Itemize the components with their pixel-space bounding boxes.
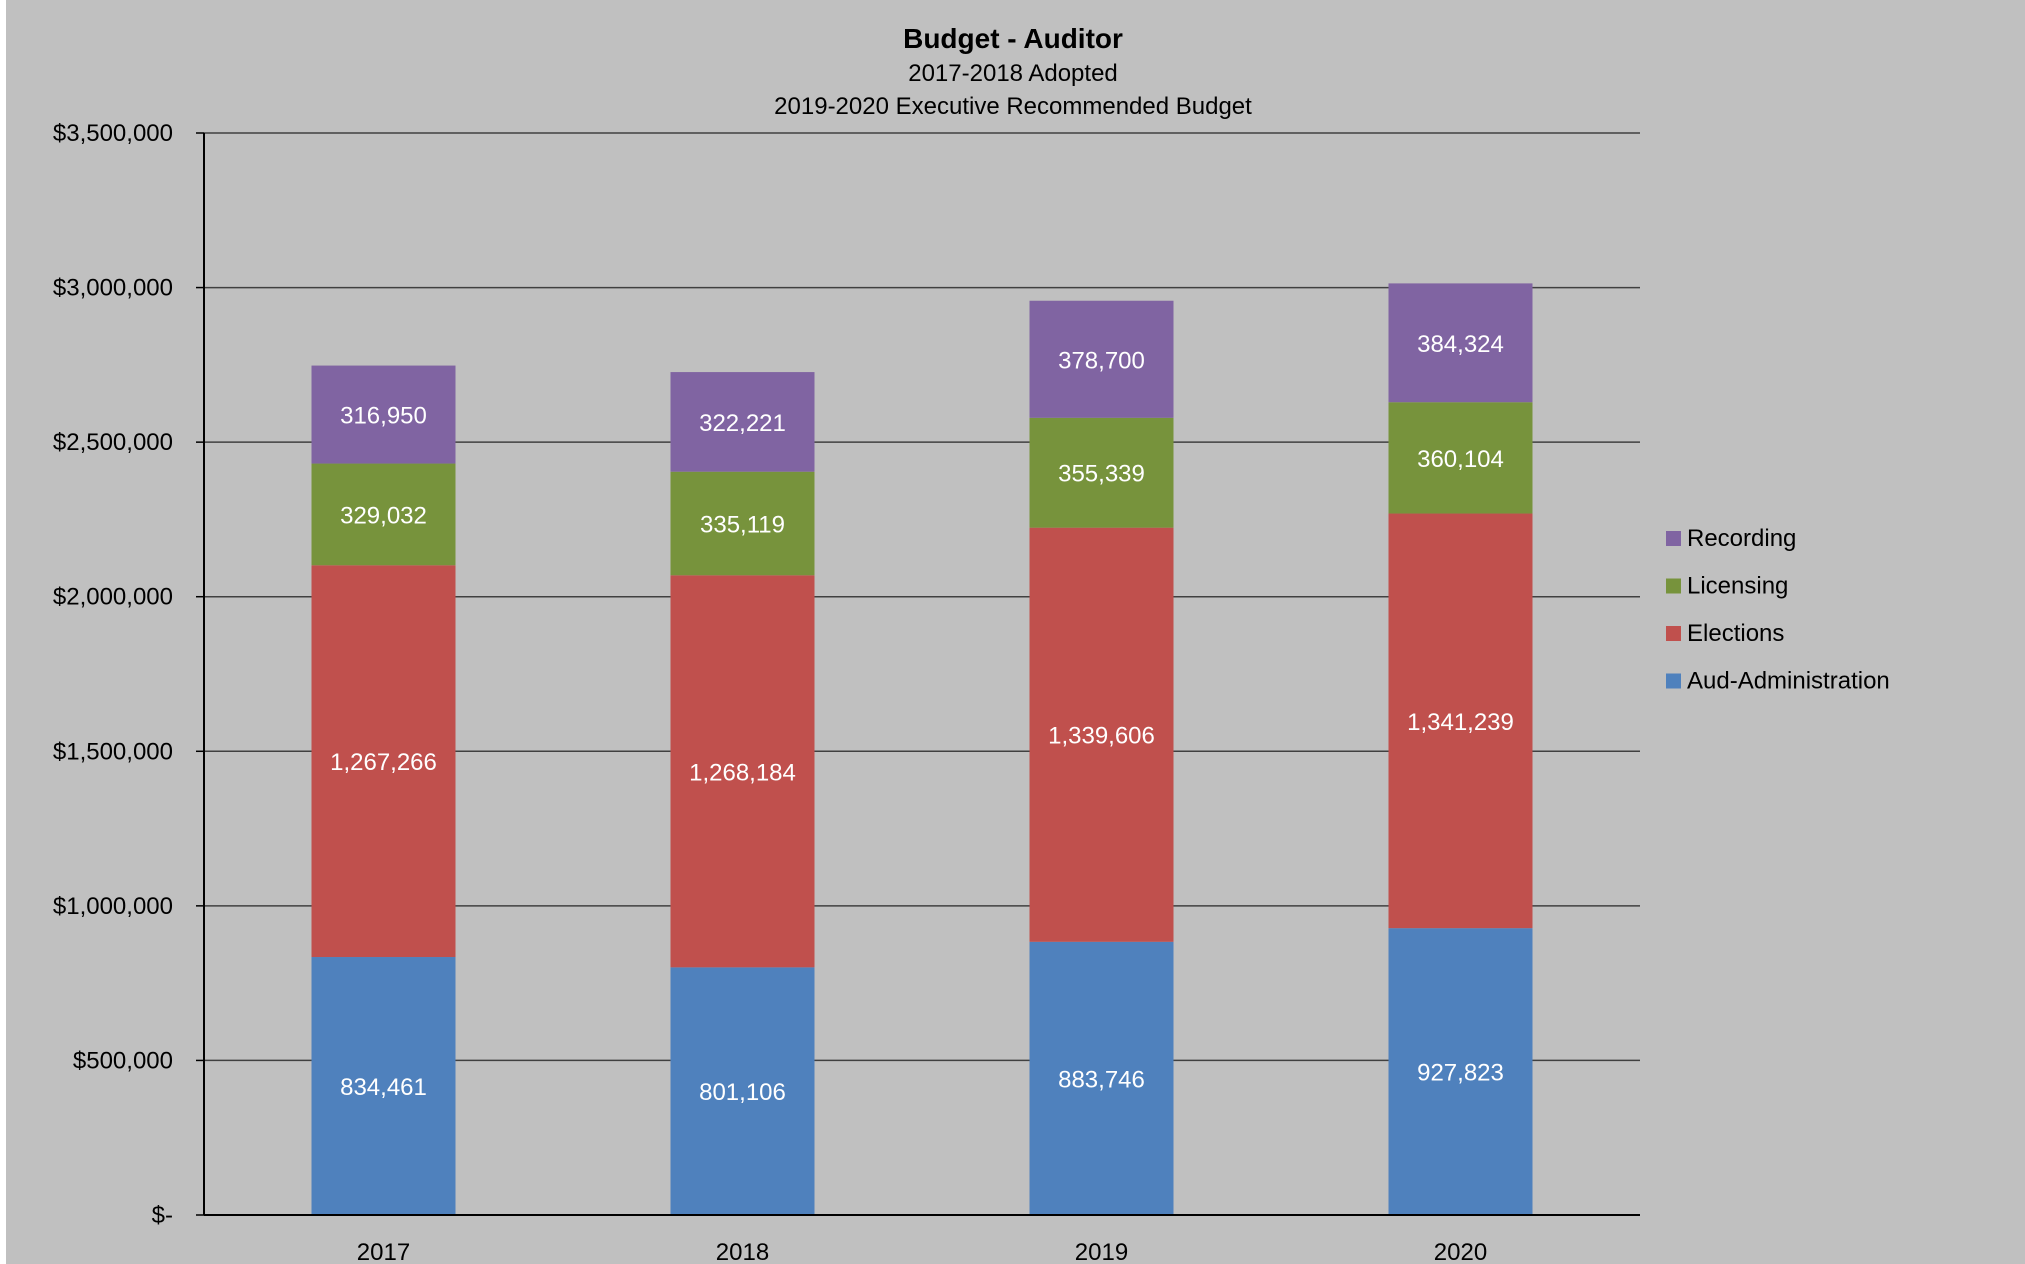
data-label: 834,461: [340, 1074, 427, 1101]
y-tick-label: $2,000,000: [53, 584, 173, 611]
bar-segment: [1388, 928, 1533, 1215]
y-tick-label: $1,000,000: [53, 893, 173, 920]
y-tick-label: $-: [152, 1202, 173, 1229]
x-tick-label: 2017: [357, 1239, 410, 1264]
y-tick-label: $500,000: [73, 1047, 173, 1074]
bar-segment: [1029, 527, 1174, 942]
y-tick-label: $3,000,000: [53, 275, 173, 302]
data-label: 1,341,239: [1407, 709, 1514, 736]
y-tick-label: $3,500,000: [53, 120, 173, 147]
y-tick-label: $2,500,000: [53, 429, 173, 456]
data-label: 927,823: [1417, 1060, 1504, 1087]
data-label: 1,268,184: [689, 759, 796, 786]
legend-swatch: [1666, 673, 1681, 689]
bar-segment: [311, 463, 456, 566]
bar-segment: [311, 565, 456, 958]
legend-label: Elections: [1687, 620, 1784, 647]
bar-segment: [1029, 300, 1174, 418]
data-label: 355,339: [1058, 461, 1145, 488]
data-label: 1,267,266: [330, 749, 437, 776]
data-label: 322,221: [699, 410, 786, 437]
bars: [311, 283, 1533, 1215]
legend-label: Aud-Administration: [1687, 668, 1890, 695]
data-label: 335,119: [700, 511, 785, 538]
legend-swatch: [1666, 531, 1681, 546]
data-label: 384,324: [1417, 331, 1504, 358]
y-axis-ticks: $- $500,000 $1,000,000 $1,500,000 $2,000,000…: [53, 120, 204, 1229]
axes: [203, 133, 1640, 1216]
bar-segment: [311, 365, 456, 464]
data-label: 316,950: [340, 403, 427, 430]
data-label: 329,032: [340, 502, 427, 529]
legend: Recording Licensing Elections Aud-Administr…: [1666, 525, 1890, 695]
legend-swatch: [1666, 578, 1681, 594]
bar-segment: [311, 957, 456, 1215]
bar-segment: [1029, 417, 1174, 528]
bar-segment: [1388, 283, 1533, 403]
bar-segment: [1388, 402, 1533, 514]
legend-label: Recording: [1687, 525, 1796, 552]
data-label: 378,700: [1058, 347, 1145, 374]
data-label: 1,339,606: [1048, 723, 1155, 750]
x-tick-label: 2020: [1434, 1239, 1487, 1264]
bar-segment: [670, 372, 815, 472]
data-label: 360,104: [1417, 446, 1504, 473]
x-tick-label: 2018: [716, 1239, 769, 1264]
y-tick-label: $1,500,000: [53, 738, 173, 765]
legend-label: Licensing: [1687, 573, 1788, 600]
bar-segment: [1029, 941, 1174, 1215]
data-labels: 834,461 1,267,266 329,032 316,950 801,106 1,2…: [330, 331, 1514, 1106]
bar-segment: [670, 575, 815, 968]
chart-subtitle-line-1: 2017-2018 Adopted: [908, 60, 1118, 87]
bar-segment: [1388, 513, 1533, 929]
chart-subtitle-line-2: 2019-2020 Executive Recommended Budget: [774, 93, 1252, 120]
bar-segment: [670, 967, 815, 1215]
data-label: 801,106: [699, 1079, 786, 1106]
chart-title: Budget - Auditor: [903, 23, 1123, 54]
x-tick-label: 2019: [1075, 1239, 1128, 1264]
data-label: 883,746: [1058, 1066, 1145, 1093]
x-axis-ticks: 2017 2018 2019 2020: [357, 1239, 1487, 1264]
legend-swatch: [1666, 626, 1681, 641]
bar-segment: [670, 471, 815, 576]
